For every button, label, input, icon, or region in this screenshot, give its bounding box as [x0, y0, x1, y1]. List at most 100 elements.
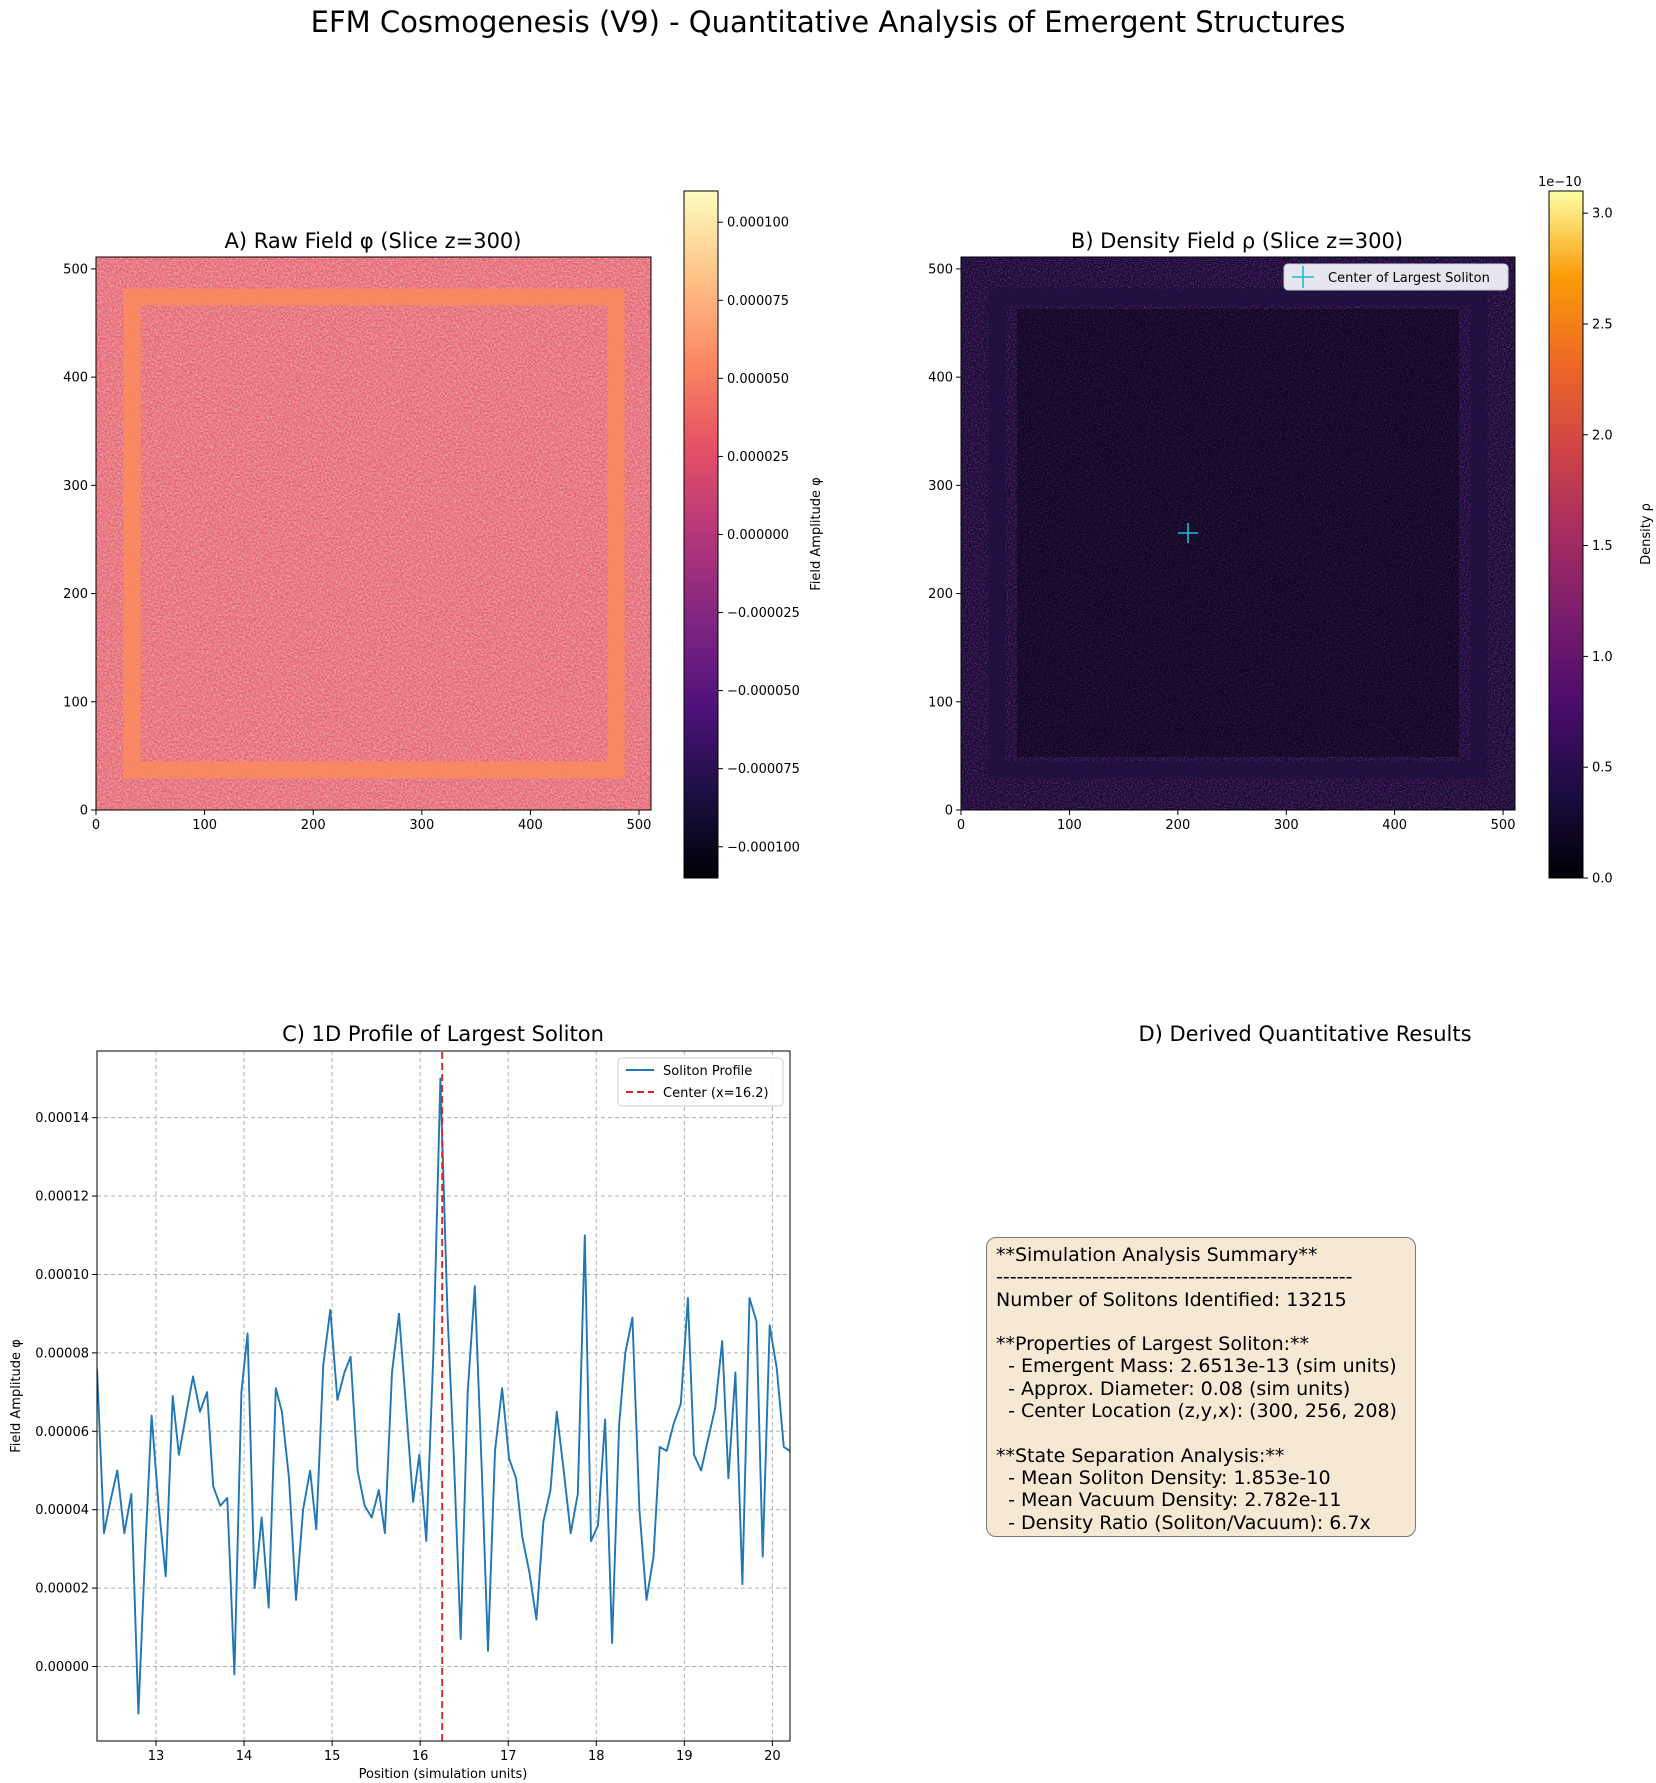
panel-b-colorbar-tick-label: 1.0 [1592, 650, 1613, 665]
panel-c-ylabel: Field Amplitude φ [9, 1339, 24, 1452]
summary-line: **Simulation Analysis Summary** [996, 1244, 1318, 1266]
panel-c-legend: Soliton Profile Center (x=16.2) [617, 1057, 784, 1107]
panel-a-colorbar-tick-label: −0.000025 [727, 606, 800, 621]
panel-b-y-tick-label: 0 [945, 804, 953, 819]
panel-c-x-tick-label: 15 [324, 1749, 341, 1764]
summary-line: ----------------------------------------… [996, 1266, 1353, 1289]
summary-line: **State Separation Analysis:** [996, 1444, 1285, 1467]
panel-c-y-tick-label: 0.00006 [35, 1425, 89, 1440]
panel-b-x-tick-label: 500 [1491, 818, 1516, 833]
panel-d: D) Derived Quantitative Results [1138, 1022, 1471, 1046]
summary-line: - Density Ratio (Soliton/Vacuum): 6.7x [996, 1511, 1371, 1534]
panel-c-x-tick-label: 16 [412, 1749, 429, 1764]
panel-b-x-tick-label: 200 [1165, 818, 1190, 833]
panel-b-colorbar-tick-label: 1.5 [1592, 539, 1613, 554]
panel-a-colorbar-tick-label: 0.000075 [727, 294, 789, 309]
panel-c-frame [96, 1050, 791, 1742]
summary-line: - Approx. Diameter: 0.08 (sim units) [996, 1377, 1351, 1400]
panel-b-y-tick-label: 300 [928, 479, 953, 494]
soliton-center-marker [1178, 523, 1198, 543]
panel-c-y-tick-label: 0.00000 [35, 1660, 89, 1675]
panel-a-y-tick-label: 200 [63, 587, 88, 602]
panel-c-x-tick-label: 20 [764, 1749, 781, 1764]
panel-c-x-tick-label: 13 [148, 1749, 165, 1764]
panel-c-x-tick-label: 17 [500, 1749, 517, 1764]
panel-b-y-tick-label: 500 [928, 262, 953, 277]
panel-a: A) Raw Field φ (Slice z=300) 00 100 100 200… [63, 190, 824, 879]
panel-c-axes: 13 14 15 16 17 18 19 20 0.00014 0.00012 0.00010 0.0… [35, 1111, 780, 1764]
panel-a-x-tick-label: 400 [518, 818, 543, 833]
panel-c-y-tick-label: 0.00012 [35, 1190, 89, 1205]
panel-b-colorbar-offset: 1e−10 [1538, 175, 1582, 190]
panel-b-y-tick-label: 400 [928, 371, 953, 386]
panel-b-y-tick-label: 200 [928, 587, 953, 602]
panel-b-heatmap [960, 256, 1516, 811]
panel-b-colorbar-tick-label: 3.0 [1592, 207, 1613, 222]
summary-line: - Mean Vacuum Density: 2.782e-11 [996, 1489, 1342, 1512]
panel-b-frame-band [988, 288, 1488, 779]
panel-a-y-tick-label: 100 [63, 695, 88, 710]
soliton-profile-line [97, 1077, 790, 1715]
panel-a-x-tick-label: 300 [409, 818, 434, 833]
panel-a-colorbar-tick-label: −0.000075 [727, 762, 800, 777]
summary-line [996, 1422, 1406, 1444]
panel-c-y-tick-label: 0.00002 [35, 1582, 89, 1597]
panel-a-colorbar-tick-label: 0.000050 [727, 372, 789, 387]
panel-b-axes: 00 100 100 200 200 300 300 400 400 500 500 [928, 262, 1515, 833]
panel-b-x-tick-label: 300 [1274, 818, 1299, 833]
panel-b-title: B) Density Field ρ (Slice z=300) [1071, 229, 1403, 253]
panel-a-frame-band [123, 288, 625, 779]
panel-c: C) 1D Profile of Largest Soliton 13 14 15 1… [9, 1022, 791, 1782]
panel-a-axes: 00 100 100 200 200 300 300 400 400 500 500 [63, 262, 651, 833]
panel-a-x-tick-label: 200 [301, 818, 326, 833]
panel-b-colorbar: 1e−10 3.0 2.5 2.0 1.5 1.0 0.5 0.0 Density ρ [1538, 175, 1654, 887]
panel-b-colorbar-tick-label: 2.0 [1592, 428, 1613, 443]
panel-a-y-tick-label: 500 [63, 262, 88, 277]
panel-a-colorbar: 0.000100 0.000075 0.000050 0.000025 0.000000… [683, 190, 824, 879]
panel-b-colorbar-tick-label: 2.5 [1592, 317, 1613, 332]
summary-line: - Emergent Mass: 2.6513e-13 (sim units) [996, 1355, 1397, 1378]
panel-c-xlabel: Position (simulation units) [359, 1767, 528, 1782]
panel-b-x-tick-label: 400 [1382, 818, 1407, 833]
panel-c-x-tick-label: 14 [236, 1749, 253, 1764]
legend-profile-label: Soliton Profile [663, 1064, 752, 1079]
summary-line [996, 1311, 1406, 1333]
panel-c-title: C) 1D Profile of Largest Soliton [282, 1022, 604, 1046]
summary-line: - Mean Soliton Density: 1.853e-10 [996, 1466, 1331, 1489]
panel-a-y-tick-label: 300 [63, 479, 88, 494]
panel-c-y-tick-label: 0.00008 [35, 1346, 89, 1361]
panel-b-colorbar-label: Density ρ [1639, 503, 1654, 565]
panel-a-y-tick-label: 400 [63, 371, 88, 386]
panel-b-x-tick-label: 0 [957, 818, 965, 833]
panel-a-colorbar-label: Field Amplitude φ [809, 477, 824, 590]
summary-line: **Properties of Largest Soliton:** [996, 1333, 1310, 1356]
panel-c-x-tick-label: 19 [676, 1749, 693, 1764]
panel-d-title: D) Derived Quantitative Results [1138, 1022, 1471, 1046]
panel-a-x-tick-label: 0 [92, 818, 100, 833]
panel-c-x-tick-label: 18 [588, 1749, 605, 1764]
panel-b-legend-label: Center of Largest Soliton [1328, 271, 1490, 286]
panel-c-y-tick-label: 0.00010 [35, 1268, 89, 1283]
panel-a-colorbar-tick-label: 0.000100 [727, 216, 789, 231]
panel-c-y-tick-label: 0.00014 [35, 1111, 89, 1126]
panel-a-heatmap [95, 256, 652, 811]
panel-b: B) Density Field ρ (Slice z=300) 00 100 10… [928, 175, 1654, 887]
panel-b-colorbar-tick-label: 0.0 [1592, 872, 1613, 887]
panel-c-y-tick-label: 0.00004 [35, 1503, 89, 1518]
panel-a-colorbar-tick-label: 0.000000 [727, 528, 789, 543]
panel-a-title: A) Raw Field φ (Slice z=300) [225, 229, 522, 253]
legend-center-label: Center (x=16.2) [663, 1086, 769, 1101]
summary-box: **Simulation Analysis Summary** --------… [986, 1237, 1416, 1537]
summary-line: - Center Location (z,y,x): (300, 256, 20… [996, 1400, 1397, 1423]
panel-a-x-tick-label: 500 [627, 818, 652, 833]
panel-a-x-tick-label: 100 [192, 818, 217, 833]
panel-a-colorbar-tick-label: −0.000100 [727, 840, 800, 855]
panel-b-legend: Center of Largest Soliton [1283, 263, 1509, 291]
summary-line: Number of Solitons Identified: 13215 [996, 1288, 1347, 1311]
figure-suptitle: EFM Cosmogenesis (V9) - Quantitative Ana… [311, 5, 1346, 39]
panel-b-colorbar-tick-label: 0.5 [1592, 761, 1613, 776]
panel-b-x-tick-label: 100 [1057, 818, 1082, 833]
panel-b-y-tick-label: 100 [928, 695, 953, 710]
panel-a-y-tick-label: 0 [80, 804, 88, 819]
